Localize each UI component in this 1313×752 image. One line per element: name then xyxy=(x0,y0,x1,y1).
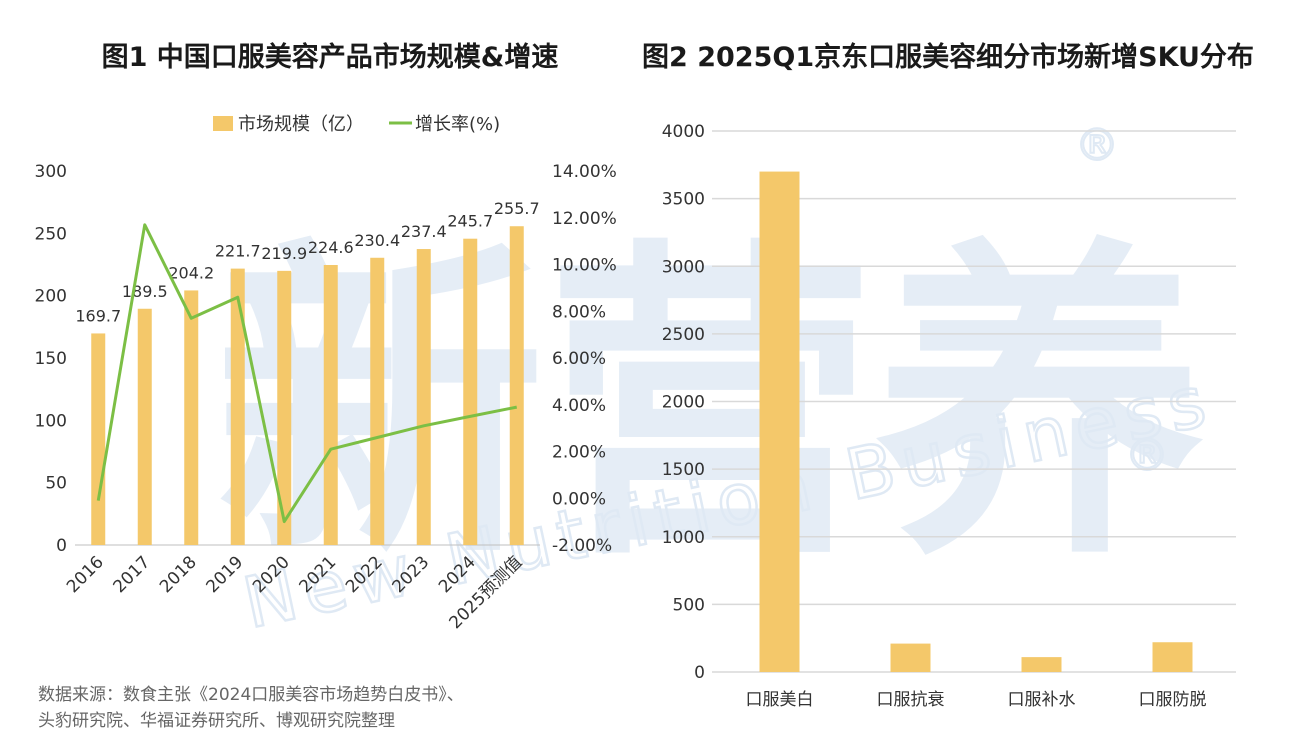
left-axis-tick: 200 xyxy=(35,287,67,307)
sku-bar xyxy=(1152,642,1193,672)
market-size-value-label: 219.9 xyxy=(261,244,307,263)
left-axis-tick: 150 xyxy=(35,349,67,369)
market-size-value-label: 230.4 xyxy=(354,231,400,250)
chart2-x-axis: 口服美白 口服抗衰 口服补水 口服防脱 xyxy=(746,690,1207,710)
right-axis-tick: 10.00% xyxy=(552,256,617,276)
chart1-title: 图1 中国口服美容产品市场规模&增速 xyxy=(102,41,559,73)
x-axis-year-label: 2017 xyxy=(110,552,155,597)
market-size-chart: 图1 中国口服美容产品市场规模&增速 市场规模（亿） 增长率(%) 0 50 100… xyxy=(35,41,617,731)
market-size-value-label: 245.7 xyxy=(447,212,493,231)
x-axis-category-label: 口服抗衰 xyxy=(877,690,945,710)
y-axis-tick: 500 xyxy=(673,595,705,615)
chart2-bars xyxy=(759,171,1193,672)
sku-bar xyxy=(1021,657,1062,672)
market-size-bar xyxy=(230,268,245,545)
legend-bar-label: 市场规模（亿） xyxy=(238,114,364,135)
x-axis-category-label: 口服补水 xyxy=(1008,690,1076,710)
market-size-value-label: 204.2 xyxy=(168,263,214,282)
chart2-title: 图2 2025Q1京东口服美容细分市场新增SKU分布 xyxy=(642,41,1254,73)
left-axis-tick: 250 xyxy=(35,224,67,244)
source-line-1: 数据来源：数食主张《2024口服美容市场趋势白皮书》、 xyxy=(38,685,464,705)
chart1-legend: 市场规模（亿） 增长率(%) xyxy=(213,114,500,135)
right-axis-tick: 0.00% xyxy=(552,489,606,509)
left-axis-tick: 300 xyxy=(35,162,67,182)
right-axis-tick: -2.00% xyxy=(552,536,612,556)
market-size-bar xyxy=(463,238,478,545)
chart1-bars xyxy=(91,226,524,546)
sku-bar xyxy=(759,171,800,672)
market-size-value-label: 237.4 xyxy=(401,222,447,241)
y-axis-tick: 3000 xyxy=(662,257,705,277)
source-line-2: 头豹研究院、华福证券研究所、博观研究院整理 xyxy=(38,711,395,731)
y-axis-tick: 3500 xyxy=(662,190,705,210)
market-size-value-label: 221.7 xyxy=(215,242,261,261)
y-axis-tick: 2500 xyxy=(662,325,705,345)
y-axis-tick: 4000 xyxy=(662,122,705,142)
watermark-registered-mark-1: ® xyxy=(1075,120,1119,171)
watermark-registered-mark-2: ® xyxy=(1125,430,1169,481)
left-axis-tick: 100 xyxy=(35,411,67,431)
x-axis-year-label: 2018 xyxy=(156,552,201,597)
market-size-bar xyxy=(323,264,338,545)
chart1-growth-line xyxy=(96,223,518,524)
chart1-right-axis: -2.00% 0.00% 2.00% 4.00% 6.00% 8.00% 10.00% 12.… xyxy=(552,162,617,556)
sku-bar xyxy=(890,643,931,672)
market-size-value-label: 255.7 xyxy=(494,199,540,218)
market-size-bar xyxy=(137,308,152,545)
market-size-bar xyxy=(184,290,199,545)
right-axis-tick: 14.00% xyxy=(552,162,617,182)
market-size-bar xyxy=(277,270,292,545)
market-size-bar xyxy=(370,257,385,545)
growth-rate-line xyxy=(96,223,518,524)
market-size-value-label: 169.7 xyxy=(75,306,121,325)
legend-bar-swatch xyxy=(213,116,233,131)
chart2-y-axis: 0 500 1000 1500 2000 2500 3000 3500 4000 xyxy=(662,122,705,683)
x-axis-category-label: 口服美白 xyxy=(746,690,814,710)
market-size-value-label: 224.6 xyxy=(308,238,354,257)
right-axis-tick: 8.00% xyxy=(552,302,606,322)
sku-distribution-chart: 图2 2025Q1京东口服美容细分市场新增SKU分布 0 500 1000 1500 2… xyxy=(642,41,1254,710)
y-axis-tick: 1000 xyxy=(662,528,705,548)
right-axis-tick: 6.00% xyxy=(552,349,606,369)
market-size-bar xyxy=(416,249,431,546)
x-axis-year-label: 2016 xyxy=(63,552,108,597)
legend-line-label: 增长率(%) xyxy=(415,114,500,135)
left-axis-tick: 50 xyxy=(45,474,67,494)
chart1-left-axis: 0 50 100 150 200 250 300 xyxy=(35,162,67,556)
market-size-value-label: 189.5 xyxy=(122,282,168,301)
right-axis-tick: 2.00% xyxy=(552,443,606,463)
y-axis-tick: 0 xyxy=(694,663,705,683)
y-axis-tick: 1500 xyxy=(662,460,705,480)
right-axis-tick: 4.00% xyxy=(552,396,606,416)
right-axis-tick: 12.00% xyxy=(552,209,617,229)
left-axis-tick: 0 xyxy=(56,536,67,556)
market-size-bar xyxy=(509,226,524,545)
market-size-bar xyxy=(91,333,106,545)
x-axis-category-label: 口服防脱 xyxy=(1139,690,1207,710)
y-axis-tick: 2000 xyxy=(662,393,705,413)
